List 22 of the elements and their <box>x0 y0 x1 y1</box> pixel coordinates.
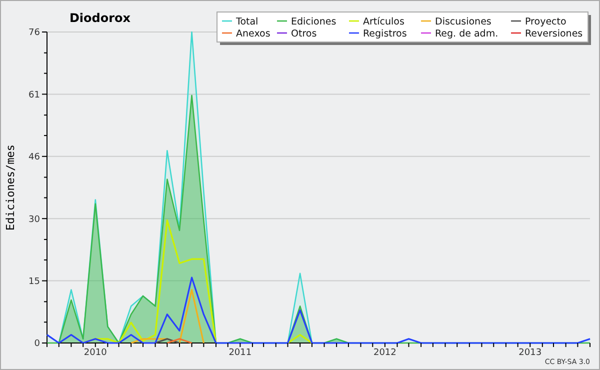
y-tick-label: 30 <box>28 214 40 225</box>
chart-title: Diodorox <box>69 11 131 25</box>
y-tick-label: 15 <box>28 276 40 287</box>
legend-label: Total <box>235 16 258 28</box>
y-tick-label: 61 <box>28 90 40 100</box>
y-axis-title: Ediciones/mes <box>4 144 17 231</box>
legend-label: Artículos <box>363 16 404 28</box>
legend-label: Registros <box>363 28 407 40</box>
legend-label: Otros <box>291 28 317 40</box>
x-tick-label: 2011 <box>228 348 252 358</box>
legend-label: Discusiones <box>435 16 492 28</box>
legend-label: Proyecto <box>525 16 566 28</box>
x-tick-label: 2010 <box>84 348 108 358</box>
legend-label: Reversiones <box>525 28 583 40</box>
y-tick-label: 0 <box>34 339 40 350</box>
legend-label: Reg. de adm. <box>435 28 498 40</box>
y-tick-label: 46 <box>28 152 40 163</box>
legend-label: Ediciones <box>291 16 336 28</box>
legend-label: Anexos <box>236 28 270 40</box>
x-tick-label: 2013 <box>518 348 542 358</box>
x-tick-label: 2012 <box>373 348 396 358</box>
y-tick-label: 76 <box>28 28 40 38</box>
